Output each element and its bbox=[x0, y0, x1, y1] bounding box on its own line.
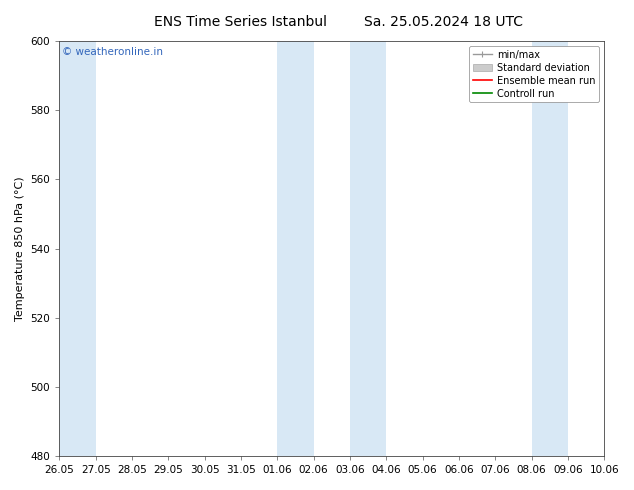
Legend: min/max, Standard deviation, Ensemble mean run, Controll run: min/max, Standard deviation, Ensemble me… bbox=[469, 46, 599, 102]
Bar bbox=[531, 41, 568, 456]
Text: ENS Time Series Istanbul: ENS Time Series Istanbul bbox=[155, 15, 327, 29]
Bar bbox=[277, 41, 314, 456]
Text: Sa. 25.05.2024 18 UTC: Sa. 25.05.2024 18 UTC bbox=[365, 15, 523, 29]
Bar bbox=[350, 41, 386, 456]
Y-axis label: Temperature 850 hPa (°C): Temperature 850 hPa (°C) bbox=[15, 176, 25, 321]
Text: © weatheronline.in: © weatheronline.in bbox=[62, 47, 163, 57]
Bar bbox=[60, 41, 96, 456]
